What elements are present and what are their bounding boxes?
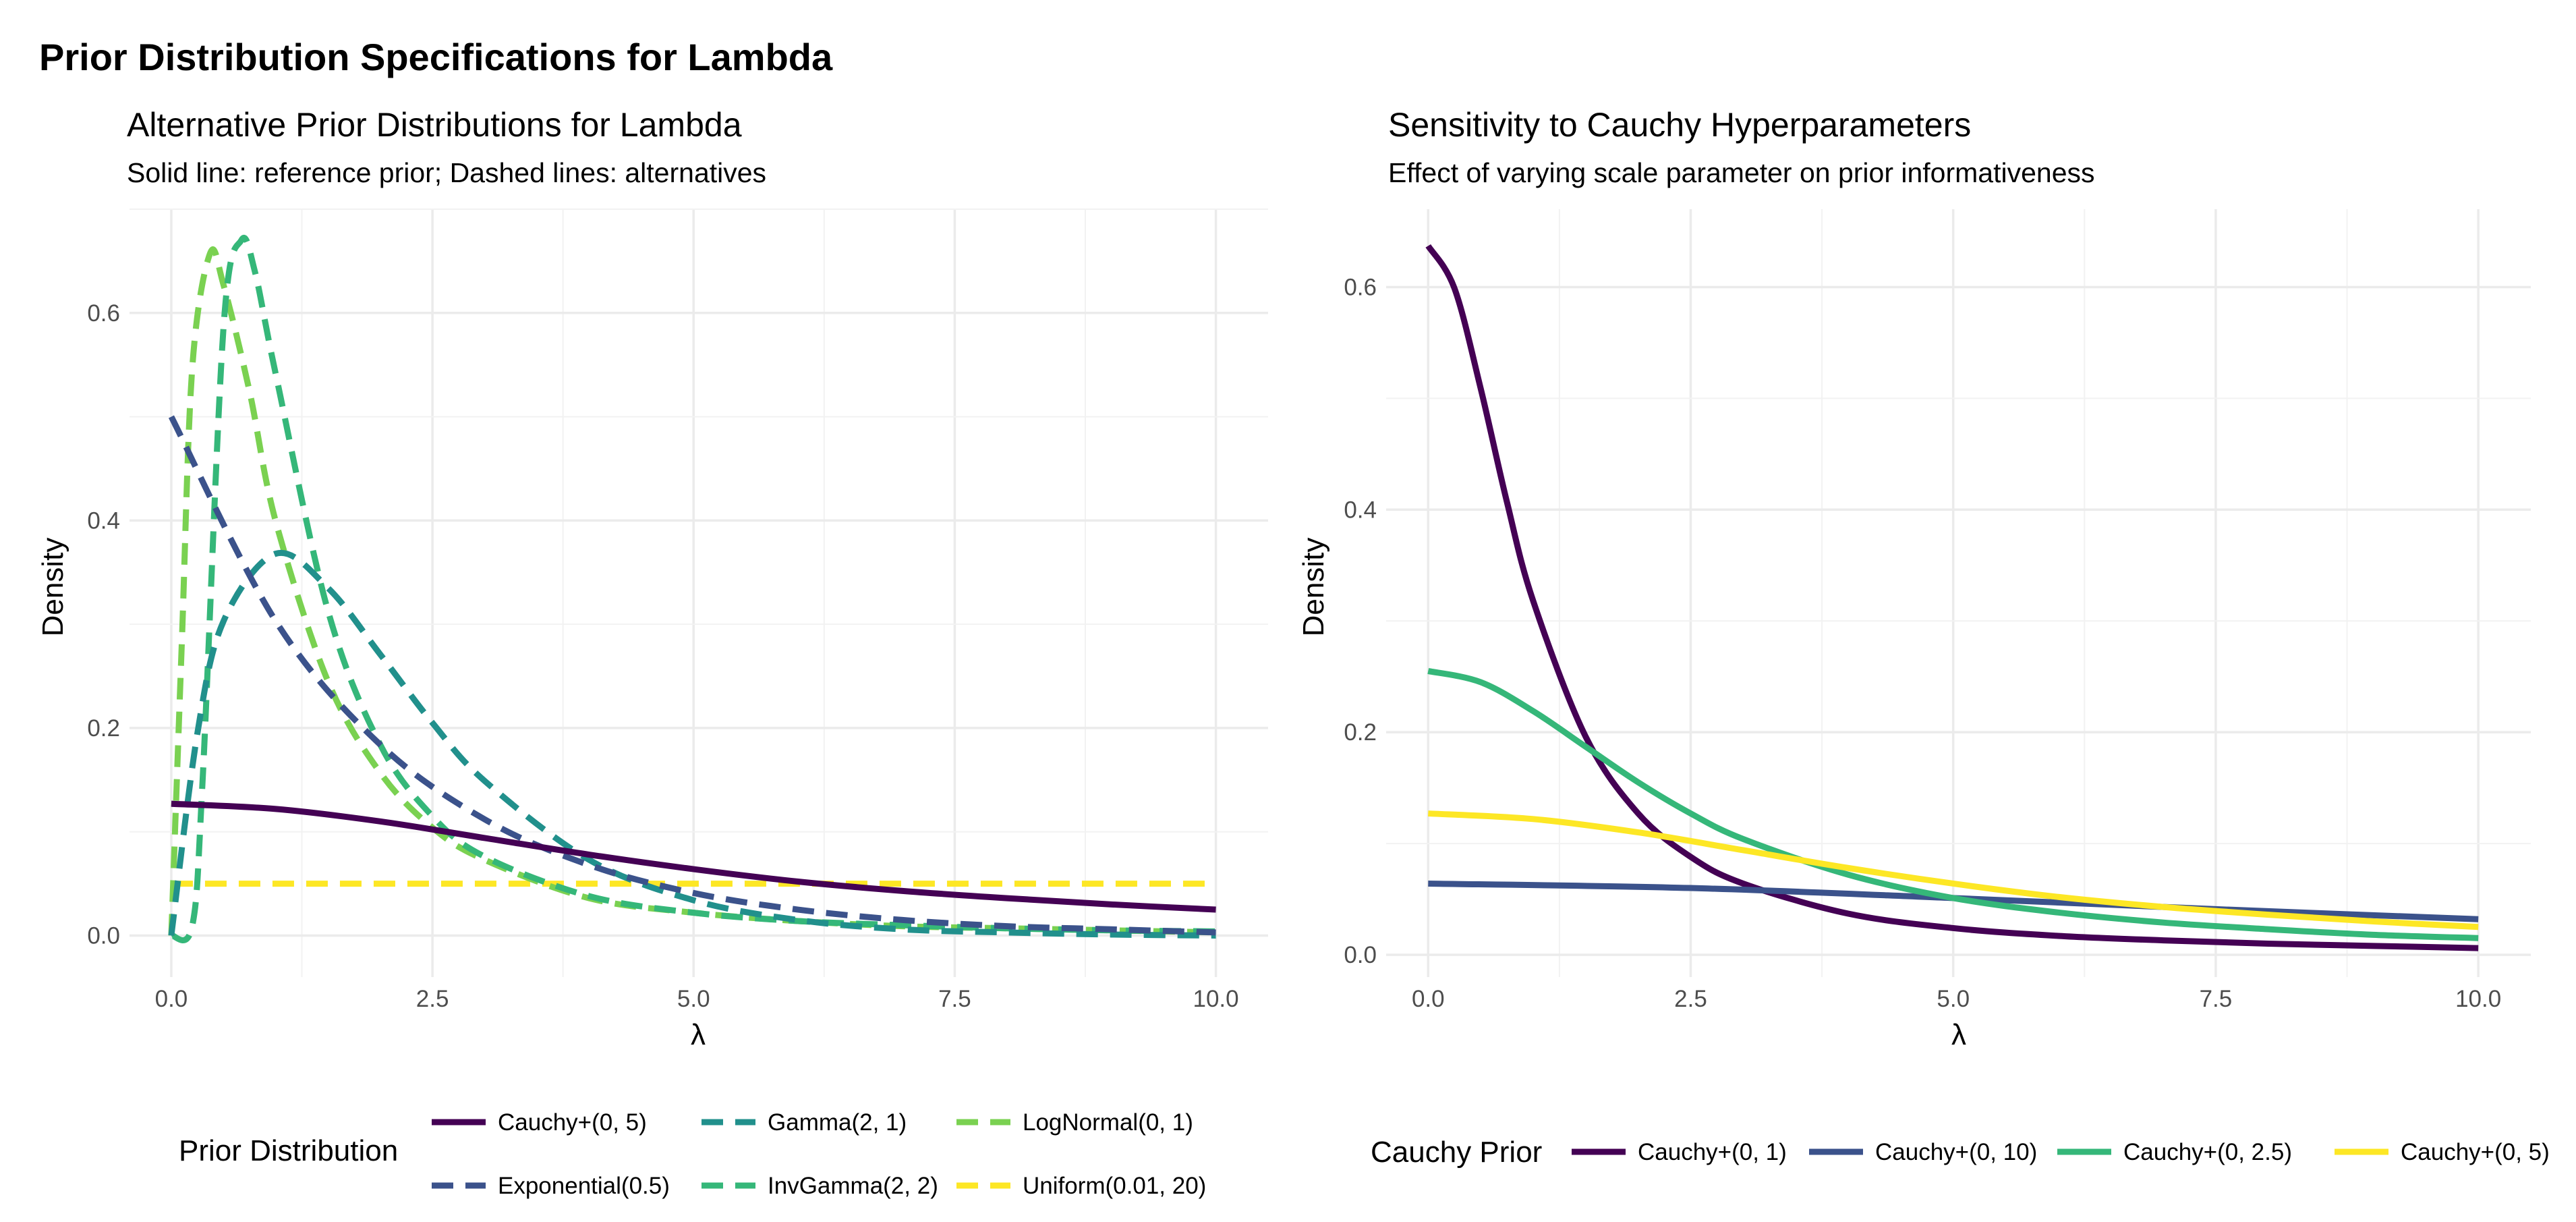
right-panel-title: Sensitivity to Cauchy Hyperparameters <box>1388 106 1971 144</box>
x-tick-label: 2.5 <box>416 986 449 1012</box>
legend-label-cauchy-0-1: Cauchy+(0, 1) <box>1638 1139 1787 1165</box>
right-panel: Sensitivity to Cauchy Hyperparameters Ef… <box>1297 106 2550 1169</box>
left-x-axis-label: λ <box>691 1018 706 1051</box>
x-tick-label: 0.0 <box>155 986 188 1012</box>
y-tick-label: 0.6 <box>87 300 120 327</box>
right-legend-title: Cauchy Prior <box>1371 1136 1542 1169</box>
left-legend-items: Cauchy+(0, 5) Exponential(0.5) Gamma(2, 1)… <box>432 1109 1206 1199</box>
y-tick-label: 0.2 <box>87 715 120 742</box>
left-panel-title: Alternative Prior Distributions for Lamb… <box>127 106 742 144</box>
x-tick-label: 10.0 <box>2455 986 2501 1012</box>
right-series-lines <box>1425 244 2479 951</box>
left-x-tick-labels: 0.0 2.5 5.0 7.5 10.0 <box>155 986 1239 1012</box>
legend-label-lognormal-0-1: LogNormal(0, 1) <box>1023 1109 1193 1136</box>
right-y-tick-labels: 0.0 0.2 0.4 0.6 <box>1344 274 1377 968</box>
figure-title: Prior Distribution Specifications for La… <box>39 36 833 78</box>
x-tick-label: 0.0 <box>1412 986 1445 1012</box>
x-tick-label: 5.0 <box>1937 986 1970 1012</box>
left-panel: Alternative Prior Distributions for Lamb… <box>36 106 1268 1199</box>
x-tick-label: 7.5 <box>2200 986 2233 1012</box>
right-panel-subtitle: Effect of varying scale parameter on pri… <box>1388 157 2095 188</box>
right-legend: Cauchy Prior Cauchy+(0, 1) Cauchy+(0, 10)… <box>1371 1136 2550 1169</box>
y-tick-label: 0.0 <box>1344 942 1377 968</box>
y-tick-label: 0.2 <box>1344 719 1377 746</box>
series-line-gamma-2-1 <box>168 549 1216 939</box>
legend-label-invgamma-2-2: InvGamma(2, 2) <box>768 1173 938 1199</box>
y-tick-label: 0.4 <box>87 507 120 534</box>
series-line-cauchy-0-5 <box>1428 810 2479 931</box>
legend-label-cauchy-0-5: Cauchy+(0, 5) <box>498 1109 647 1136</box>
y-tick-label: 0.6 <box>1344 274 1377 300</box>
right-grid <box>1386 209 2531 977</box>
legend-label-cauchy-0-5: Cauchy+(0, 5) <box>2401 1139 2550 1165</box>
left-legend-title: Prior Distribution <box>179 1134 398 1167</box>
x-tick-label: 2.5 <box>1674 986 1707 1012</box>
right-x-tick-labels: 0.0 2.5 5.0 7.5 10.0 <box>1412 986 2501 1012</box>
right-legend-items: Cauchy+(0, 1) Cauchy+(0, 10) Cauchy+(0, 2.… <box>1572 1139 2550 1165</box>
x-tick-label: 7.5 <box>938 986 971 1012</box>
legend-label-exponential-0-5: Exponential(0.5) <box>498 1173 670 1199</box>
legend-label-gamma-2-1: Gamma(2, 1) <box>768 1109 907 1136</box>
x-tick-label: 10.0 <box>1193 986 1239 1012</box>
left-series-lines <box>168 235 1216 943</box>
series-line-cauchy-0-2-5 <box>1427 668 2479 941</box>
left-legend: Prior Distribution Cauchy+(0, 5) Exponent… <box>179 1109 1206 1199</box>
legend-label-uniform-0-01-20: Uniform(0.01, 20) <box>1023 1173 1206 1199</box>
left-panel-subtitle: Solid line: reference prior; Dashed line… <box>127 157 766 188</box>
legend-label-cauchy-0-10: Cauchy+(0, 10) <box>1875 1139 2037 1165</box>
right-x-axis-label: λ <box>1951 1018 1966 1051</box>
left-y-axis-label: Density <box>36 538 69 637</box>
y-tick-label: 0.4 <box>1344 497 1377 523</box>
series-line-exponential-0-5 <box>168 415 1216 936</box>
left-y-tick-labels: 0.0 0.2 0.4 0.6 <box>87 300 120 949</box>
x-tick-label: 5.0 <box>677 986 710 1012</box>
left-grid <box>130 209 1268 977</box>
right-y-axis-label: Density <box>1297 538 1330 637</box>
series-line-cauchy-0-1 <box>1425 244 2479 951</box>
y-tick-label: 0.0 <box>87 922 120 949</box>
series-line-invgamma-2-2 <box>170 235 1216 943</box>
legend-label-cauchy-0-2-5: Cauchy+(0, 2.5) <box>2123 1139 2292 1165</box>
series-line-cauchy-0-5 <box>171 800 1216 913</box>
